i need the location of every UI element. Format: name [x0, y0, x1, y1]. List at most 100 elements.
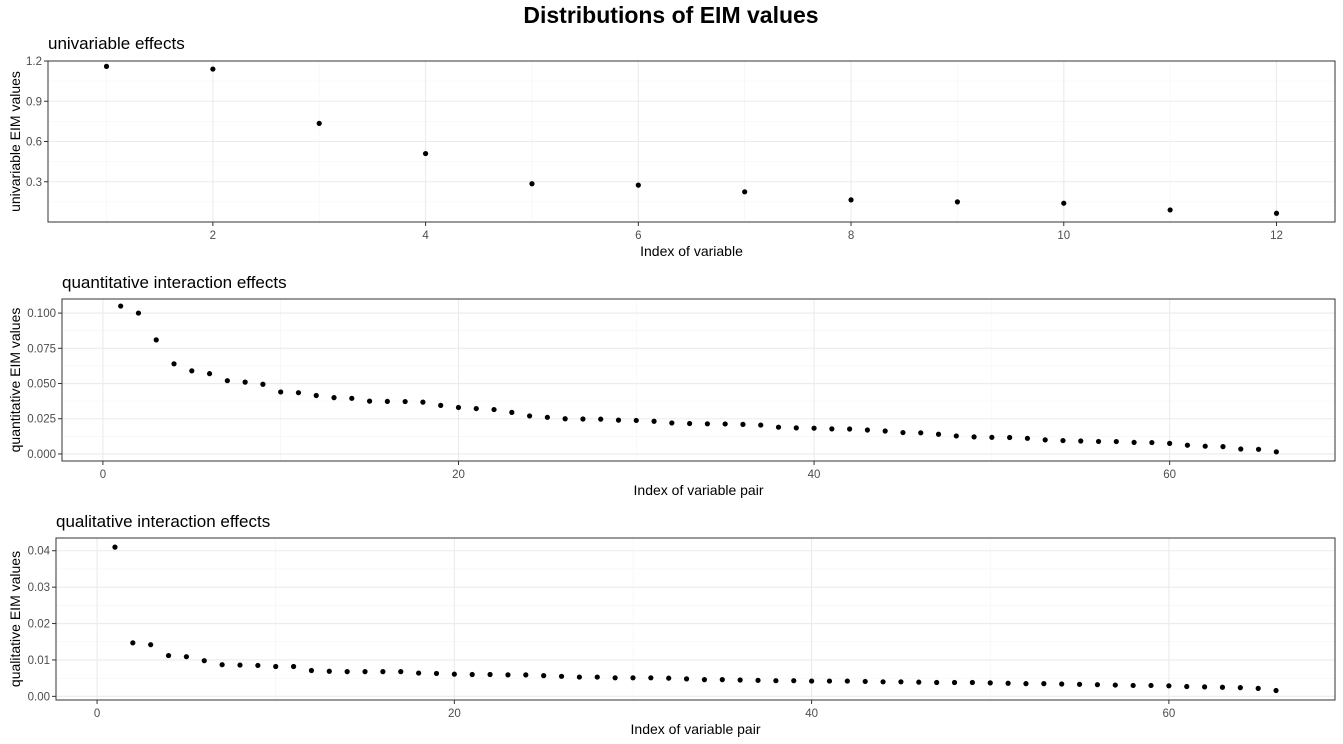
data-point: [148, 642, 154, 648]
data-point: [349, 395, 355, 401]
data-point: [811, 425, 817, 431]
x-axis-label: Index of variable: [640, 243, 743, 259]
data-point: [669, 420, 675, 426]
data-point: [153, 337, 159, 343]
data-point: [951, 679, 958, 686]
data-point: [255, 662, 261, 669]
panel-title: qualitative interaction effects: [56, 512, 270, 531]
data-point: [683, 676, 690, 682]
data-point: [201, 658, 207, 664]
data-point: [278, 389, 284, 395]
data-point: [809, 678, 815, 684]
data-point: [701, 677, 708, 683]
data-point: [1202, 443, 1208, 449]
data-point: [916, 679, 922, 685]
panels-container: 2 4 6 8 10 12 0.3 0.6 0.9 1.2 univariable effects I…: [7, 34, 1336, 737]
data-point: [438, 402, 444, 408]
y-tick-label: 0.025: [27, 414, 56, 426]
data-point: [416, 670, 422, 676]
data-point: [487, 671, 493, 678]
data-point: [615, 417, 622, 423]
data-point: [829, 426, 835, 432]
data-point: [954, 199, 961, 205]
x-tick-label: 12: [1270, 230, 1283, 242]
data-point: [237, 662, 243, 668]
data-point: [189, 368, 195, 374]
data-point: [918, 430, 924, 436]
data-point: [1094, 682, 1101, 688]
data-point: [1255, 446, 1262, 452]
data-point: [1184, 442, 1191, 448]
data-point: [737, 677, 743, 683]
data-point: [1184, 683, 1190, 690]
data-point: [935, 431, 942, 437]
data-point: [1167, 440, 1173, 446]
y-axis-label: quantitative EIM values: [7, 308, 23, 453]
data-point: [1237, 685, 1243, 691]
y-tick-label: 0.00: [28, 691, 50, 703]
data-point: [384, 398, 390, 405]
data-point: [422, 150, 429, 157]
data-point: [206, 371, 213, 377]
data-point: [1059, 681, 1065, 687]
data-point: [882, 428, 888, 434]
data-point: [505, 672, 511, 678]
data-point: [1255, 685, 1261, 691]
data-point: [165, 652, 172, 659]
data-point: [491, 406, 497, 413]
data-point: [630, 675, 636, 681]
data-point: [793, 425, 799, 431]
data-point: [1041, 681, 1047, 687]
data-point: [135, 310, 142, 316]
y-tick-label: 1.2: [26, 56, 42, 68]
data-point: [598, 416, 604, 422]
data-point: [969, 679, 975, 686]
data-point: [880, 679, 886, 685]
data-point: [118, 303, 124, 309]
data-point: [451, 671, 457, 677]
data-point: [1113, 438, 1119, 445]
y-tick-label: 0.04: [28, 546, 51, 558]
x-tick-label: 20: [452, 469, 465, 481]
data-point: [633, 417, 639, 424]
data-point: [171, 361, 177, 367]
data-point: [1273, 687, 1279, 694]
data-point: [260, 381, 266, 387]
data-point: [541, 673, 547, 679]
data-point: [862, 678, 868, 685]
data-point: [826, 678, 833, 684]
plot-background: [62, 299, 1335, 461]
y-tick-label: 0.02: [28, 619, 50, 631]
data-point: [755, 677, 761, 683]
data-point: [722, 421, 728, 427]
data-point: [1130, 682, 1136, 689]
x-tick-label: 0: [100, 469, 106, 481]
x-axis-label: Index of variable pair: [634, 482, 764, 498]
data-point: [558, 673, 565, 679]
plot-border: [55, 537, 1336, 701]
data-point: [1131, 439, 1137, 446]
data-point: [455, 404, 462, 411]
data-point: [687, 420, 693, 427]
x-tick-label: 20: [448, 708, 461, 720]
data-point: [704, 421, 710, 427]
data-point: [1149, 439, 1155, 446]
data-point: [1076, 681, 1083, 687]
data-point: [380, 669, 386, 675]
data-point: [295, 390, 302, 396]
data-point: [1005, 680, 1011, 686]
data-point: [1023, 681, 1029, 687]
data-point: [1007, 434, 1013, 441]
data-point: [290, 663, 297, 670]
data-point: [1042, 437, 1048, 443]
data-point: [1201, 684, 1208, 690]
data-point: [326, 668, 332, 674]
x-tick-label: 2: [210, 230, 216, 242]
y-axis-label: univariable EIM values: [7, 71, 23, 212]
y-tick-label: 0.100: [27, 308, 56, 320]
data-point: [362, 669, 368, 675]
data-point: [529, 181, 535, 187]
x-tick-label: 10: [1057, 230, 1070, 242]
data-point: [1148, 682, 1154, 689]
data-point: [103, 63, 110, 69]
